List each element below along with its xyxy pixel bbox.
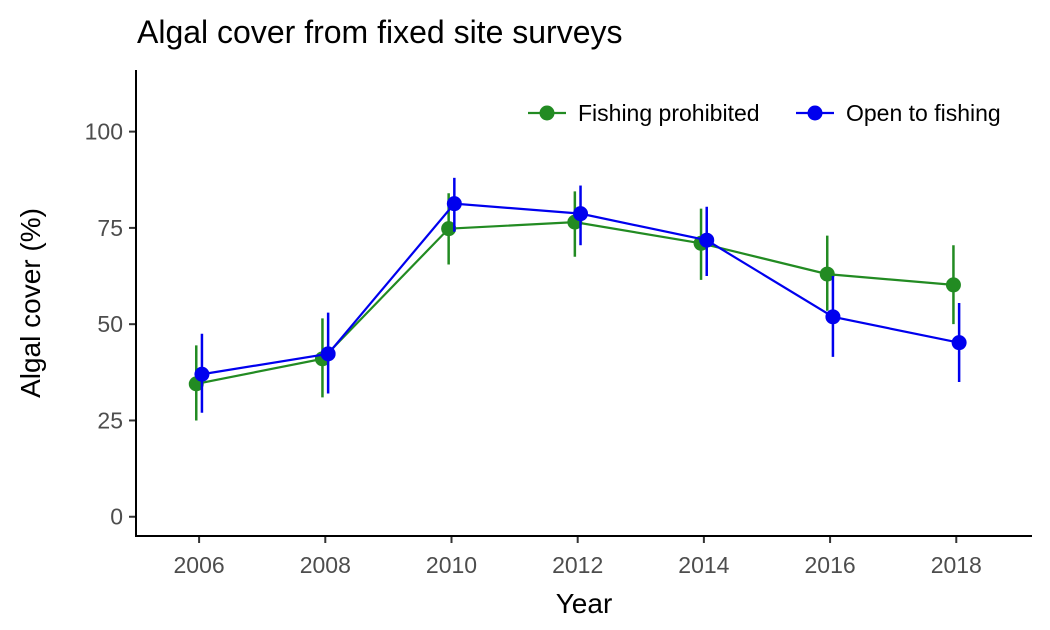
legend-item: Open to fishing: [796, 100, 1001, 126]
x-tick-label: 2014: [678, 552, 729, 578]
y-tick-label: 100: [85, 119, 123, 145]
data-point: [951, 335, 967, 351]
x-tick-label: 2016: [804, 552, 855, 578]
y-tick-label: 50: [97, 311, 123, 337]
x-tick-label: 2008: [300, 552, 351, 578]
series-fishing-prohibited: [188, 191, 961, 421]
x-tick-label: 2012: [552, 552, 603, 578]
data-point: [573, 206, 589, 222]
data-point: [446, 196, 462, 212]
data-point: [825, 309, 841, 325]
x-tick-label: 2006: [174, 552, 225, 578]
legend-marker: [807, 105, 823, 121]
data-point: [194, 366, 210, 382]
plot-area: [188, 177, 967, 421]
y-axis-label: Algal cover (%): [15, 208, 46, 398]
legend: Fishing prohibited Open to fishing: [528, 100, 1001, 126]
series-open-to-fishing: [194, 177, 967, 413]
data-point: [699, 232, 715, 248]
data-point: [320, 346, 336, 362]
y-tick-label: 75: [97, 215, 123, 241]
legend-label: Fishing prohibited: [578, 100, 760, 126]
data-point: [441, 221, 457, 237]
legend-label: Open to fishing: [846, 100, 1001, 126]
x-tick-label: 2018: [931, 552, 982, 578]
y-tick-label: 25: [97, 407, 123, 433]
x-axis-label: Year: [556, 588, 613, 619]
chart-title: Algal cover from fixed site surveys: [137, 14, 623, 50]
legend-marker: [539, 105, 555, 121]
y-tick-label: 0: [110, 504, 123, 530]
x-axis-ticks: 2006 2008 2010 2012 2014 2016 2018: [174, 536, 982, 578]
legend-item: Fishing prohibited: [528, 100, 760, 126]
data-point: [819, 266, 835, 282]
x-tick-label: 2010: [426, 552, 477, 578]
data-point: [945, 277, 961, 293]
y-axis-ticks: 0 25 50 75 100: [85, 119, 136, 530]
